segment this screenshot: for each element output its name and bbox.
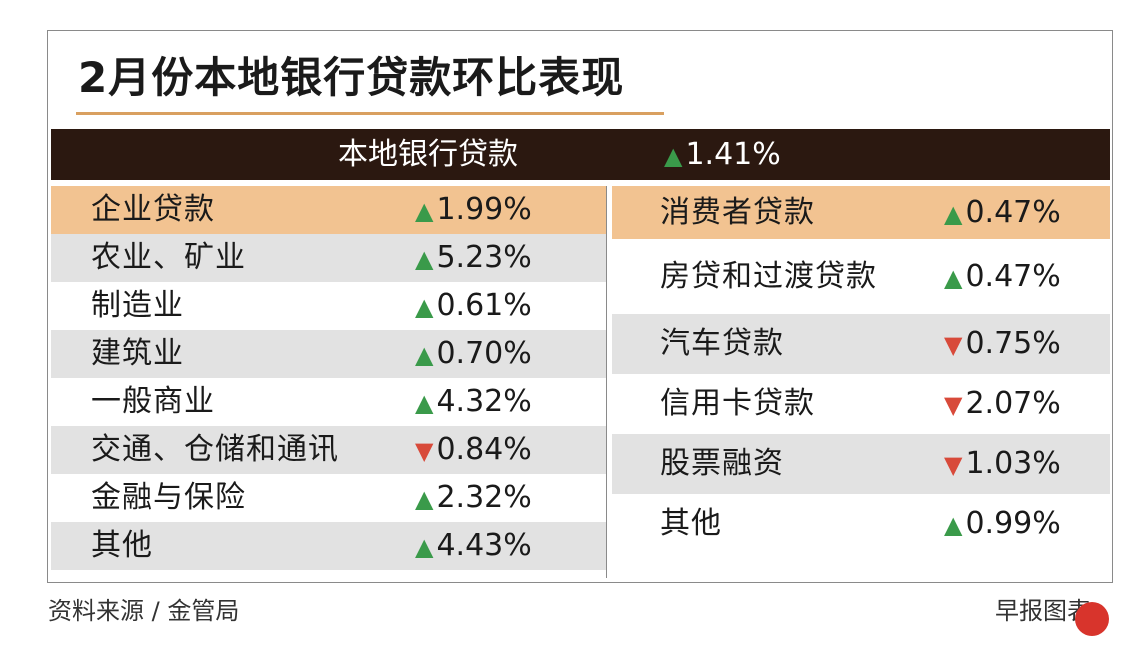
row-value: ▲ 4.43% — [415, 528, 532, 563]
up-triangle-icon: ▲ — [415, 197, 434, 225]
row-value: ▲ 5.23% — [415, 240, 532, 275]
table-row: 其他 ▲ 4.43% — [51, 522, 606, 570]
column-divider — [606, 186, 607, 578]
row-label: 汽车贷款 — [660, 326, 784, 361]
row-value: ▲ 0.47% — [944, 195, 1061, 230]
table-row: 金融与保险 ▲ 2.32% — [51, 474, 606, 522]
table-row: 房贷和过渡贷款 ▲ 0.47% — [612, 239, 1110, 314]
down-triangle-icon: ▼ — [944, 391, 963, 419]
table-row: 农业、矿业 ▲ 5.23% — [51, 234, 606, 282]
row-value: ▼ 0.84% — [415, 432, 532, 467]
up-triangle-icon: ▲ — [415, 389, 434, 417]
row-value: ▼ 2.07% — [944, 386, 1061, 421]
up-triangle-icon: ▲ — [415, 293, 434, 321]
up-triangle-icon: ▲ — [415, 245, 434, 273]
up-triangle-icon: ▲ — [415, 533, 434, 561]
up-triangle-icon: ▲ — [944, 264, 963, 292]
table-row: 消费者贷款 ▲ 0.47% — [612, 186, 1110, 239]
row-label: 房贷和过渡贷款 — [660, 259, 877, 294]
row-label: 股票融资 — [660, 446, 784, 481]
title-underline — [76, 112, 664, 115]
down-triangle-icon: ▼ — [944, 451, 963, 479]
row-value: ▲ 0.47% — [944, 259, 1061, 294]
table-row: 汽车贷款 ▼ 0.75% — [612, 314, 1110, 374]
row-label: 其他 — [660, 506, 722, 541]
business-loans-column: 企业贷款 ▲ 1.99% 农业、矿业 ▲ 5.23% 制造业 ▲ 0.61% 建筑业 … — [51, 186, 606, 570]
total-value: ▲ 1.41% — [664, 137, 781, 172]
table-row: 建筑业 ▲ 0.70% — [51, 330, 606, 378]
row-label: 农业、矿业 — [91, 240, 246, 275]
table-row: 制造业 ▲ 0.61% — [51, 282, 606, 330]
up-triangle-icon: ▲ — [944, 511, 963, 539]
down-triangle-icon: ▼ — [944, 331, 963, 359]
table-row: 股票融资 ▼ 1.03% — [612, 434, 1110, 494]
row-label: 信用卡贷款 — [660, 386, 815, 421]
row-value: ▲ 0.70% — [415, 336, 532, 371]
page-title: 2月份本地银行贷款环比表现 — [78, 53, 625, 102]
up-triangle-icon: ▲ — [664, 142, 683, 170]
table-row: 交通、仓储和通讯 ▼ 0.84% — [51, 426, 606, 474]
row-label: 金融与保险 — [91, 480, 246, 515]
row-label: 企业贷款 — [91, 192, 215, 227]
row-label: 制造业 — [91, 288, 184, 323]
zaobao-logo-icon — [1075, 602, 1109, 636]
up-triangle-icon: ▲ — [944, 200, 963, 228]
total-row: 本地银行贷款 ▲ 1.41% — [51, 129, 1110, 180]
row-value: ▼ 0.75% — [944, 326, 1061, 361]
consumer-loans-column: 消费者贷款 ▲ 0.47% 房贷和过渡贷款 ▲ 0.47% 汽车贷款 ▼ 0.75% … — [612, 186, 1110, 554]
row-value: ▲ 2.32% — [415, 480, 532, 515]
row-label: 一般商业 — [91, 384, 215, 419]
total-label: 本地银行贷款 — [338, 137, 518, 172]
row-value: ▼ 1.03% — [944, 446, 1061, 481]
row-label: 其他 — [91, 528, 153, 563]
down-triangle-icon: ▼ — [415, 437, 434, 465]
up-triangle-icon: ▲ — [415, 341, 434, 369]
row-value: ▲ 1.99% — [415, 192, 532, 227]
source-note: 资料来源 / 金管局 — [48, 597, 240, 625]
row-label: 消费者贷款 — [660, 195, 815, 230]
row-value: ▲ 0.99% — [944, 506, 1061, 541]
table-row: 其他 ▲ 0.99% — [612, 494, 1110, 554]
table-row: 一般商业 ▲ 4.32% — [51, 378, 606, 426]
table-row: 信用卡贷款 ▼ 2.07% — [612, 374, 1110, 434]
row-value: ▲ 4.32% — [415, 384, 532, 419]
table-row: 企业贷款 ▲ 1.99% — [51, 186, 606, 234]
row-value: ▲ 0.61% — [415, 288, 532, 323]
row-label: 建筑业 — [91, 336, 184, 371]
row-label: 交通、仓储和通讯 — [91, 432, 339, 467]
up-triangle-icon: ▲ — [415, 485, 434, 513]
